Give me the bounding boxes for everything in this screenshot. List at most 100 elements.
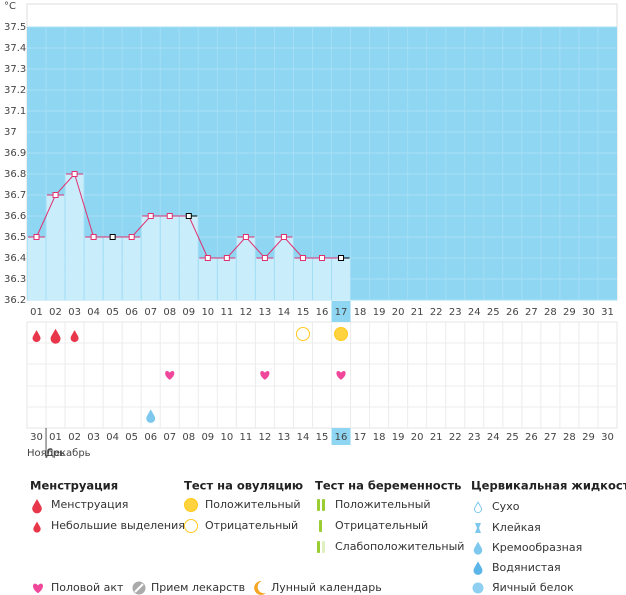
x-tick-label: 07 (144, 307, 157, 318)
day-fill (27, 237, 46, 300)
x-tick-label: 23 (449, 307, 462, 318)
day-fill (217, 258, 236, 300)
drop-icon (473, 561, 483, 575)
temp-point (71, 171, 78, 177)
cycle-day-label: 05 (125, 432, 138, 443)
x-tick-label: 04 (87, 307, 100, 318)
y-tick-label: 36.5 (4, 232, 26, 243)
cycle-day-label: 27 (544, 432, 557, 443)
ovulation-icon (184, 519, 198, 533)
cycle-day-label: 16 (335, 432, 348, 443)
legend-label: Половой акт (51, 581, 124, 594)
test-bar (319, 520, 322, 532)
day-fill (332, 258, 351, 300)
x-tick-label: 20 (392, 307, 405, 318)
y-tick-label: 36.4 (4, 253, 26, 264)
legend-label: Положительный (205, 498, 301, 511)
x-tick-label: 05 (106, 307, 119, 318)
drop-icon (146, 409, 156, 423)
temp-point (223, 255, 230, 261)
legend-label: Прием лекарств (151, 581, 245, 594)
cycle-day-label: 17 (354, 432, 367, 443)
legend-label: Водянистая (492, 561, 561, 574)
temp-point (90, 234, 97, 240)
cycle-day-label: 09 (201, 432, 214, 443)
legend-label: Положительный (335, 498, 431, 511)
cycle-day-label: 07 (163, 432, 176, 443)
x-tick-label: 29 (563, 307, 576, 318)
x-tick-label: 30 (582, 307, 595, 318)
ovulation-icon (184, 498, 198, 512)
x-tick-label: 08 (163, 307, 176, 318)
cycle-day-label: 08 (182, 432, 195, 443)
x-tick-label: 09 (182, 307, 195, 318)
drop-icon (32, 498, 42, 514)
legend-label: Слабоположительный (335, 540, 464, 553)
drop-icon (70, 330, 79, 343)
temp-point (52, 192, 59, 198)
x-tick-label: 10 (201, 307, 214, 318)
cycle-day-label: 21 (430, 432, 443, 443)
pill-line (134, 583, 144, 593)
cycle-day-label: 18 (373, 432, 386, 443)
drop-icon (32, 330, 41, 343)
temp-point (185, 213, 192, 219)
day-fill (122, 237, 141, 300)
legend-title: Тест на беременность (315, 479, 461, 493)
legend-label: Яичный белок (492, 581, 574, 594)
test-bar (317, 541, 320, 553)
legend-label: Менструация (51, 498, 128, 511)
y-tick-label: 36.9 (4, 148, 26, 159)
x-tick-label: 26 (506, 307, 519, 318)
temp-point (280, 234, 287, 240)
x-tick-label: 11 (220, 307, 233, 318)
day-fill (236, 237, 255, 300)
y-axis-label: °C (4, 1, 16, 12)
temp-point (338, 255, 345, 261)
test-bar (322, 541, 325, 553)
temp-point (166, 213, 173, 219)
heart-icon (165, 370, 175, 380)
cycle-day-label: 12 (259, 432, 272, 443)
x-tick-label: 22 (430, 307, 443, 318)
cycle-day-label: 01 (49, 432, 62, 443)
temp-point (109, 234, 116, 240)
y-tick-label: 37.1 (4, 106, 26, 117)
heart-icon (33, 583, 43, 594)
x-tick-label: 24 (468, 307, 481, 318)
cycle-day-label: 15 (316, 432, 329, 443)
test-bar (317, 499, 320, 511)
legend-label: Небольшие выделения (51, 519, 185, 532)
drop-icon (33, 521, 41, 533)
cycle-day-label: 14 (297, 432, 310, 443)
day-fill (293, 258, 312, 300)
today-cycle-cell (331, 428, 351, 445)
ovulation-icon (295, 327, 310, 341)
x-tick-label: 03 (68, 307, 81, 318)
temp-point (261, 255, 268, 261)
x-tick-label: 16 (316, 307, 329, 318)
fluid-icon (472, 582, 484, 594)
month-label: Декабрь (46, 448, 91, 459)
test-bar (322, 499, 325, 511)
cycle-day-label: 13 (278, 432, 291, 443)
x-tick-label: 14 (278, 307, 291, 318)
day-fill (141, 216, 160, 300)
drop-icon (474, 501, 482, 514)
cycle-day-label: 26 (525, 432, 538, 443)
cycle-day-label: 24 (487, 432, 500, 443)
day-fill (46, 195, 65, 300)
ovulation-icon (334, 327, 349, 341)
cycle-day-label: 23 (468, 432, 481, 443)
day-fill (160, 216, 179, 300)
y-tick-label: 36.8 (4, 169, 26, 180)
x-tick-label: 19 (373, 307, 386, 318)
drop-icon (473, 541, 483, 555)
legend-label: Отрицательный (205, 519, 298, 532)
y-tick-label: 37.4 (4, 43, 26, 54)
day-fill (65, 174, 84, 300)
legend-label: Отрицательный (335, 519, 428, 532)
month-label: Ноябрь (27, 448, 65, 459)
